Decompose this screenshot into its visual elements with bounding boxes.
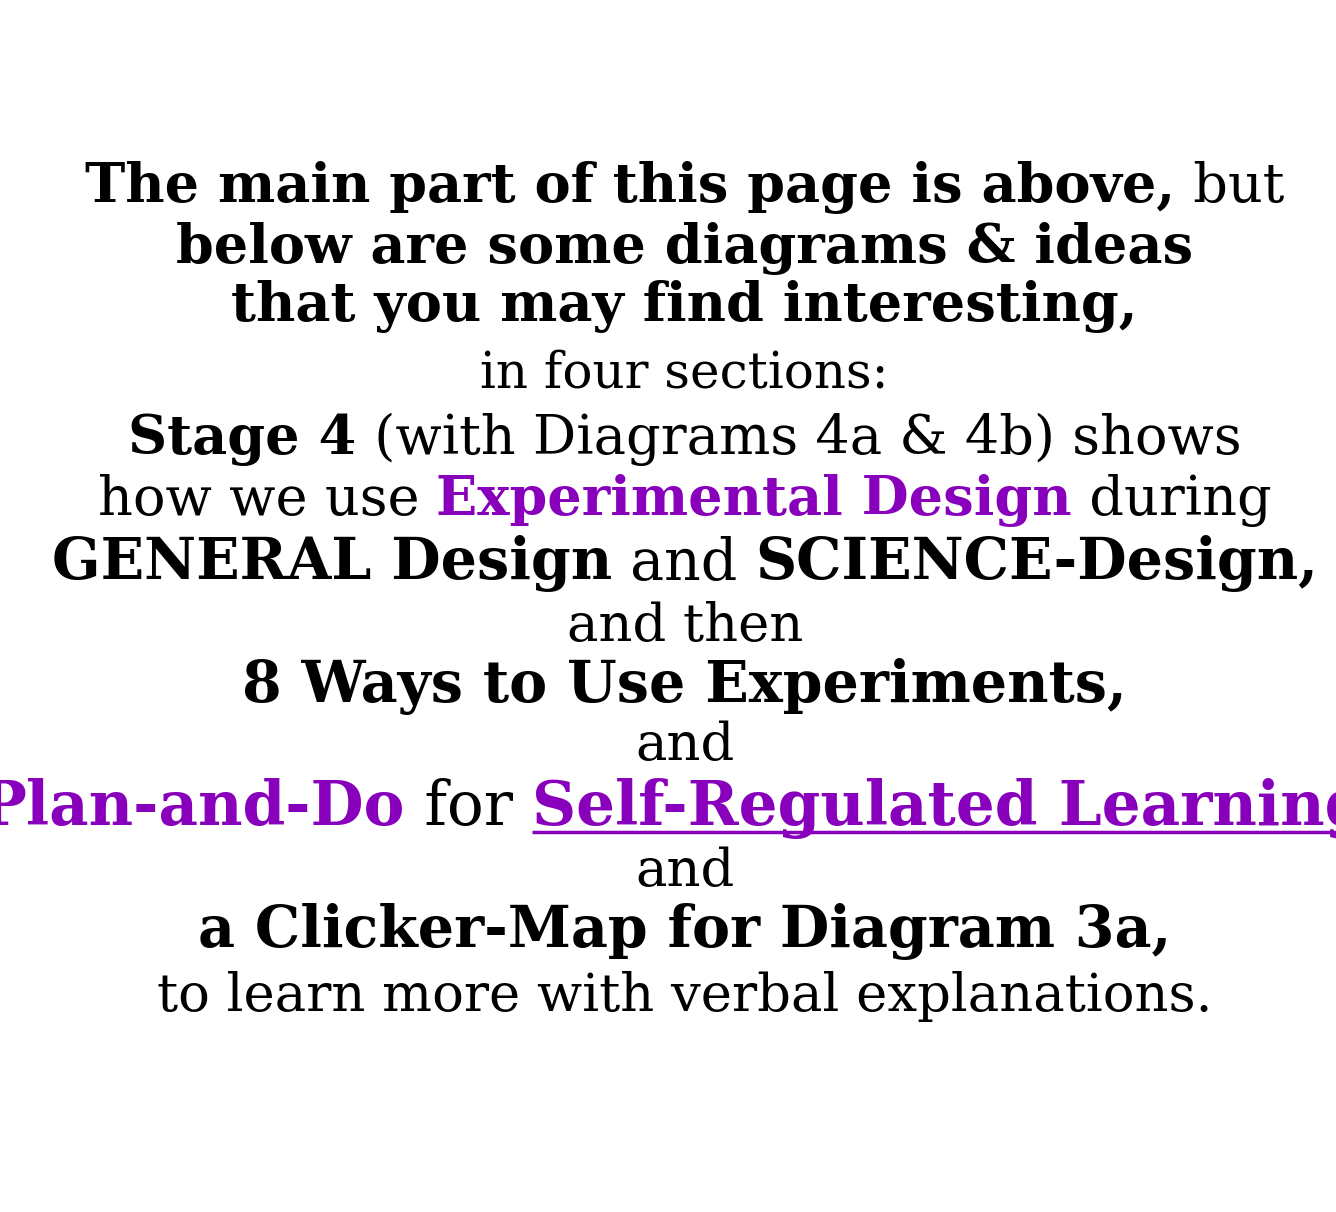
Text: to learn more with verbal explanations.: to learn more with verbal explanations. — [156, 971, 1213, 1022]
Text: Self-Regulated Learning,: Self-Regulated Learning, — [532, 778, 1336, 839]
Text: The main part of this page is above,: The main part of this page is above, — [86, 161, 1176, 215]
Text: below are some diagrams & ideas: below are some diagrams & ideas — [176, 222, 1193, 275]
Text: Stage 4: Stage 4 — [128, 413, 357, 465]
Text: GENERAL Design: GENERAL Design — [52, 534, 612, 591]
Text: for: for — [405, 778, 532, 837]
Text: that you may find interesting,: that you may find interesting, — [231, 280, 1138, 333]
Text: and: and — [635, 846, 735, 897]
Text: Plan-and-Do: Plan-and-Do — [0, 778, 405, 837]
Text: and: and — [612, 536, 755, 591]
Text: (with Diagrams 4a & 4b) shows: (with Diagrams 4a & 4b) shows — [357, 413, 1241, 467]
Text: a Clicker-Map for Diagram 3a,: a Clicker-Map for Diagram 3a, — [198, 903, 1172, 960]
Text: how we use: how we use — [98, 474, 437, 526]
Text: during: during — [1071, 474, 1272, 526]
Text: Experimental Design: Experimental Design — [437, 474, 1071, 526]
Text: SCIENCE-Design,: SCIENCE-Design, — [755, 534, 1317, 591]
Text: in four sections:: in four sections: — [481, 349, 888, 399]
Text: and: and — [635, 720, 735, 771]
Text: and then: and then — [566, 601, 803, 652]
Text: 8 Ways to Use Experiments,: 8 Ways to Use Experiments, — [242, 658, 1128, 715]
Text: but: but — [1176, 161, 1284, 213]
